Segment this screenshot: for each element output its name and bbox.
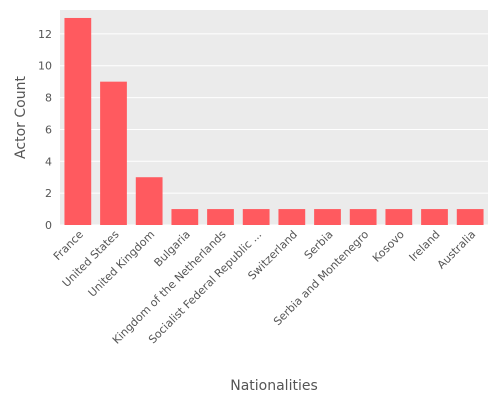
x-tick-label: France — [51, 228, 86, 263]
y-tick-labels: 0 2 4 6 8 10 12 — [38, 28, 52, 232]
y-tick-label: 4 — [45, 155, 52, 168]
y-tick-label: 10 — [38, 60, 52, 73]
y-tick-label: 2 — [45, 187, 52, 200]
x-tick-label: Kosovo — [370, 228, 407, 265]
bar-kingdom-of-the-netherlands — [207, 209, 234, 225]
y-tick-label: 0 — [45, 219, 52, 232]
y-tick-label: 6 — [45, 123, 52, 136]
bar-serbia-and-montenegro — [349, 209, 377, 225]
bar-bulgaria — [171, 209, 199, 225]
bar-socialist-federal-republic — [242, 209, 270, 225]
x-axis-title: Nationalities — [230, 378, 318, 394]
x-tick-label: Serbia — [302, 228, 336, 262]
gridlines — [60, 33, 488, 226]
y-tick-label: 8 — [45, 92, 52, 105]
bar-ireland — [421, 209, 448, 225]
bar-kosovo — [385, 209, 413, 225]
bar-switzerland — [278, 209, 306, 225]
bar-france — [64, 17, 92, 225]
y-tick-label: 12 — [38, 28, 52, 41]
y-axis-title: Actor Count — [13, 76, 29, 159]
bar-serbia — [314, 209, 341, 225]
x-tick-label: Australia — [435, 228, 479, 272]
plot-background — [60, 10, 488, 225]
bar-australia — [456, 209, 484, 225]
bar-united-kingdom — [135, 177, 163, 225]
bar-united-states — [100, 81, 127, 226]
bars — [64, 17, 484, 226]
x-tick-label: United Kingdom — [86, 228, 158, 300]
